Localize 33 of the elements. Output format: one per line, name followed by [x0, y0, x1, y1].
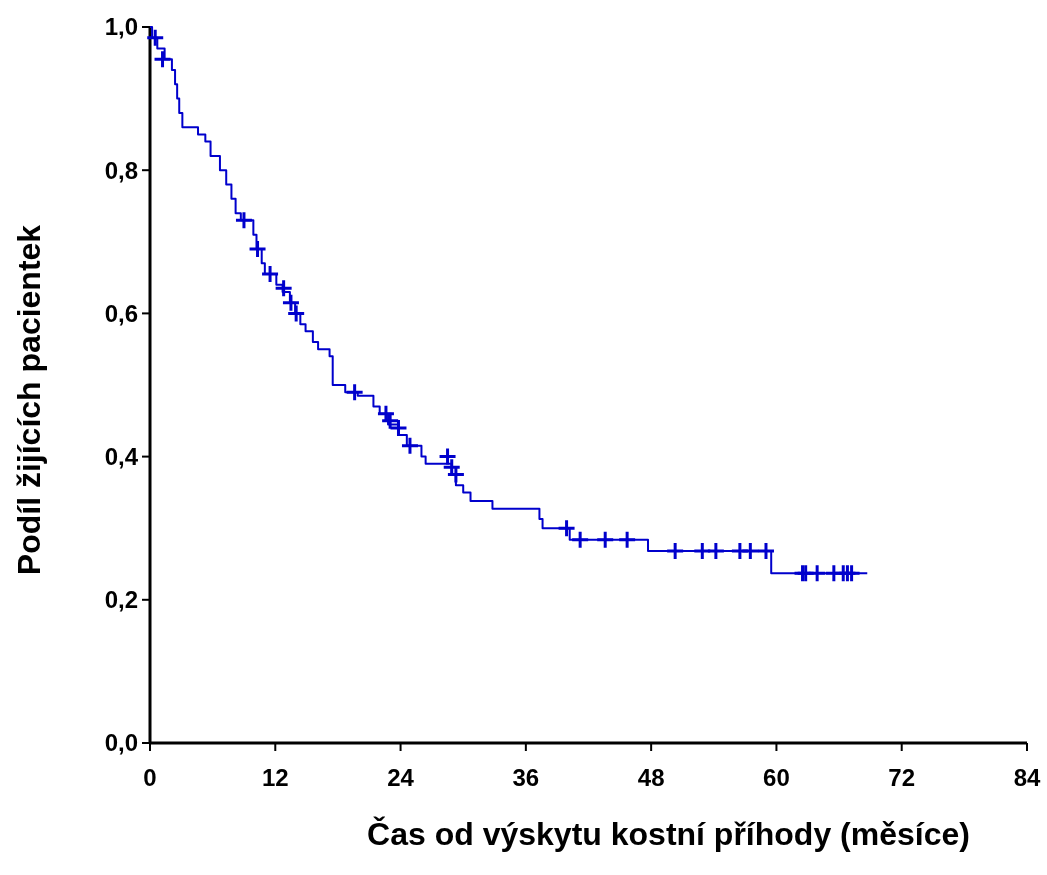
- point: [153, 49, 173, 69]
- point: [248, 239, 268, 259]
- x-tick-label: 84: [1013, 764, 1041, 791]
- point: [740, 541, 760, 561]
- x-tick-label: 72: [888, 764, 916, 791]
- y-tick-label: 1,0: [104, 13, 138, 41]
- x-tick-label: 60: [763, 764, 790, 791]
- y-tick-label: 0,4: [104, 443, 139, 470]
- point: [400, 436, 420, 456]
- y-tick-label: 0,2: [104, 586, 138, 614]
- point: [274, 278, 294, 298]
- y-tick-label: 0,6: [104, 299, 138, 327]
- y-axis-title: Podíl žijících pacientek: [11, 224, 47, 576]
- point: [665, 541, 685, 561]
- x-tick-label: 12: [261, 764, 289, 791]
- point: [234, 210, 254, 230]
- x-tick-label: 24: [387, 764, 415, 791]
- point: [570, 530, 590, 550]
- point: [145, 28, 165, 48]
- point: [595, 530, 615, 550]
- x-tick-label: 0: [143, 764, 157, 791]
- point: [617, 530, 637, 550]
- x-axis-title: Čas od výskytu kostní příhody (měsíce): [367, 816, 970, 852]
- point: [260, 264, 280, 284]
- point: [807, 563, 827, 583]
- x-tick-label: 36: [512, 764, 540, 791]
- y-tick-label: 0,0: [104, 729, 138, 757]
- x-tick-label: 48: [637, 764, 665, 791]
- y-tick-label: 0,8: [104, 156, 138, 184]
- point: [345, 382, 365, 402]
- point: [756, 541, 776, 561]
- point: [557, 518, 577, 538]
- point: [706, 541, 726, 561]
